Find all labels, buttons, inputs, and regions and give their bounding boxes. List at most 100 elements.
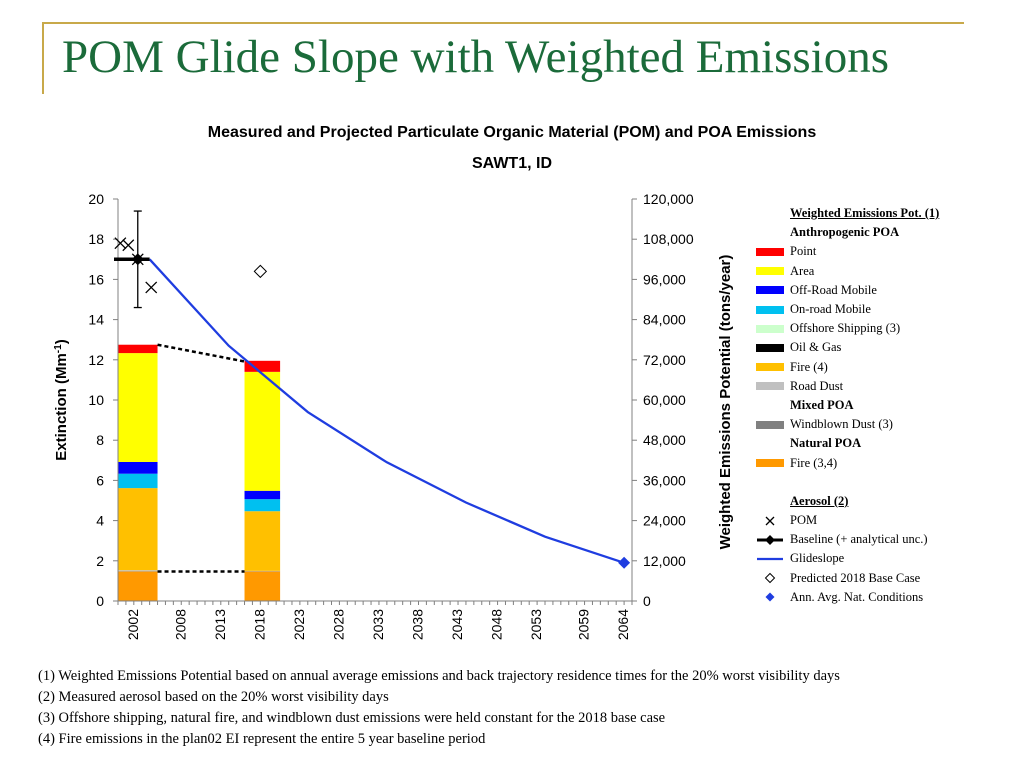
legend-item-pom: POM xyxy=(756,511,939,530)
legend-label: Baseline (+ analytical unc.) xyxy=(790,532,928,547)
footnote: (3) Offshore shipping, natural fire, and… xyxy=(38,710,666,726)
bar-segment-natural_fire xyxy=(118,571,158,601)
bar-segment-area xyxy=(118,353,158,462)
left-tick-label: 8 xyxy=(96,432,104,448)
title-frame-top xyxy=(42,22,964,24)
legend-item-onroad: On-road Mobile xyxy=(756,300,939,319)
left-tick-label: 2 xyxy=(96,553,104,569)
legend-item-point: Point xyxy=(756,242,939,261)
right-tick-label: 36,000 xyxy=(643,472,686,488)
right-tick-label: 24,000 xyxy=(643,513,686,529)
legend-item-oilgas: Oil & Gas xyxy=(756,338,939,357)
x-tick-label: 2008 xyxy=(172,609,188,640)
legend-label: Point xyxy=(790,244,817,259)
legend-label: Fire (3,4) xyxy=(790,455,838,470)
x-tick-label: 2018 xyxy=(251,609,267,640)
bar-segment-fire xyxy=(244,511,281,571)
predicted-2018-marker xyxy=(253,264,268,279)
footnotes: (1) Weighted Emissions Potential based o… xyxy=(38,666,840,750)
bar-segment-point xyxy=(118,344,158,354)
legend-swatch xyxy=(756,459,784,468)
legend-label: Offshore Shipping (3) xyxy=(790,321,901,336)
y-axis-right-title: Weighted Emissions Potential (tons/year) xyxy=(717,255,734,550)
right-tick-label: 12,000 xyxy=(643,553,686,569)
legend-item-road-dust: Road Dust xyxy=(756,377,939,396)
diamond-line-icon xyxy=(757,534,783,545)
legend-label: Ann. Avg. Nat. Conditions xyxy=(790,589,924,604)
legend-heading-emissions: Weighted Emissions Pot. (1) xyxy=(790,206,940,221)
legend-label: Windblown Dust (3) xyxy=(790,417,893,432)
legend-label: Off-Road Mobile xyxy=(790,282,877,297)
x-tick-label: 2028 xyxy=(330,609,346,640)
right-tick-label: 0 xyxy=(643,593,651,609)
x-tick-label: 2053 xyxy=(528,609,544,640)
bar-segment-area xyxy=(244,371,281,491)
right-tick-label: 84,000 xyxy=(643,312,686,328)
x-tick-label: 2023 xyxy=(291,609,307,640)
title-frame-left xyxy=(42,22,44,94)
x-tick-label: 2002 xyxy=(125,609,141,640)
legend-item-natural-conditions: Ann. Avg. Nat. Conditions xyxy=(756,588,939,607)
left-tick-label: 16 xyxy=(88,271,104,287)
left-tick-label: 0 xyxy=(96,593,104,609)
dashed-connector xyxy=(157,343,245,363)
pom-point xyxy=(145,281,158,294)
legend-label: POM xyxy=(790,513,818,528)
footnote: (2) Measured aerosol based on the 20% wo… xyxy=(38,689,389,705)
legend-swatch xyxy=(756,324,784,333)
bar-segment-road_dust xyxy=(118,570,158,572)
left-tick-label: 10 xyxy=(88,392,104,408)
legend-item-glideslope: Glideslope xyxy=(756,549,939,568)
right-tick-label: 48,000 xyxy=(643,432,686,448)
footnote: (4) Fire emissions in the plan02 EI repr… xyxy=(38,731,486,747)
right-tick-label: 120,000 xyxy=(643,191,694,207)
legend-mixed: Mixed POA xyxy=(790,397,854,412)
chart-subtitle: SAWT1, ID xyxy=(471,155,552,172)
legend-swatch xyxy=(756,382,784,391)
legend-item-offroad: Off-Road Mobile xyxy=(756,281,939,300)
legend-swatch xyxy=(756,363,784,372)
legend-label: Road Dust xyxy=(790,378,844,393)
legend-swatch xyxy=(756,305,784,314)
pom-point xyxy=(131,253,144,266)
right-tick-label: 60,000 xyxy=(643,392,686,408)
legend-item-windblown: Windblown Dust (3) xyxy=(756,415,939,434)
legend-item-offshore: Offshore Shipping (3) xyxy=(756,319,939,338)
legend-label: Fire (4) xyxy=(790,359,828,374)
legend-label: Predicted 2018 Base Case xyxy=(790,570,921,585)
bar-segment-natural_fire xyxy=(244,571,281,601)
y-axis-left-title-close: ) xyxy=(53,339,70,344)
pom-point xyxy=(114,237,127,250)
left-tick-label: 18 xyxy=(88,231,104,247)
legend-item-natural-fire: Fire (3,4) xyxy=(756,453,939,472)
legend-swatch xyxy=(756,343,784,352)
right-tick-label: 96,000 xyxy=(643,271,686,287)
glideslope-line xyxy=(148,258,625,564)
slide-title: POM Glide Slope with Weighted Emissions xyxy=(62,31,889,83)
x-tick-label: 2043 xyxy=(449,609,465,640)
legend-natural: Natural POA xyxy=(790,436,862,451)
legend-spacer xyxy=(756,473,939,492)
x-tick-label: 2059 xyxy=(576,609,592,640)
blue-diamond-icon xyxy=(765,592,775,602)
bar-segment-offroad xyxy=(244,490,281,500)
right-tick-label: 72,000 xyxy=(643,352,686,368)
x-tick-label: 2048 xyxy=(489,609,505,640)
chart-legend: Weighted Emissions Pot. (1) Anthropogeni… xyxy=(756,204,939,607)
footnote: (1) Weighted Emissions Potential based o… xyxy=(38,668,840,684)
legend-item-fire: Fire (4) xyxy=(756,358,939,377)
legend-swatch xyxy=(756,420,784,429)
left-tick-label: 12 xyxy=(88,352,104,368)
open-diamond-icon xyxy=(764,572,776,584)
legend-item-baseline: Baseline (+ analytical unc.) xyxy=(756,530,939,549)
left-tick-label: 14 xyxy=(88,312,104,328)
legend-item-predicted: Predicted 2018 Base Case xyxy=(756,569,939,588)
left-tick-label: 6 xyxy=(96,472,104,488)
y-axis-left-title-superscript: -1 xyxy=(53,344,64,353)
bar-segment-onroad xyxy=(244,499,281,512)
y-axis-left-title: Extinction (Mm-1) xyxy=(53,339,71,460)
legend-label: Area xyxy=(790,263,815,278)
pom-point xyxy=(122,239,135,252)
left-tick-label: 4 xyxy=(96,513,104,529)
